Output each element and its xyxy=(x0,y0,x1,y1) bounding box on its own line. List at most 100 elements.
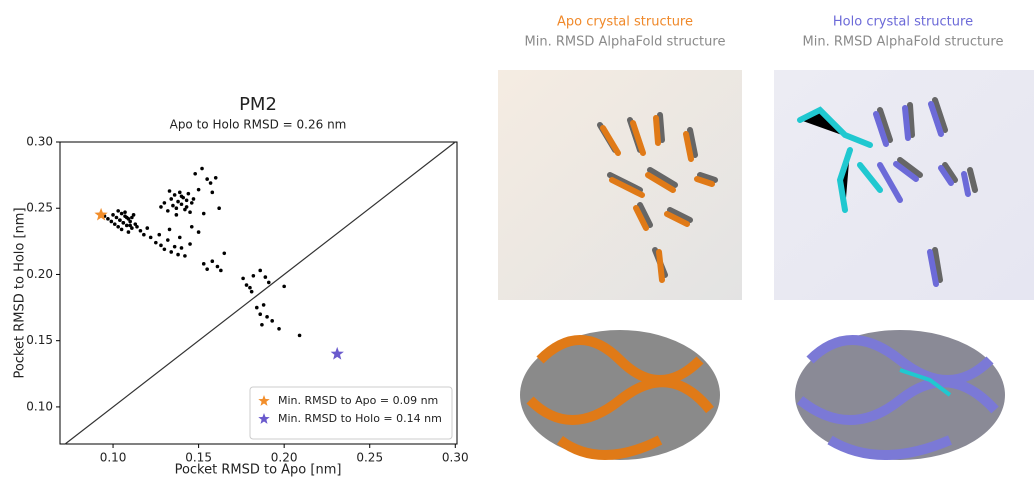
point xyxy=(186,191,191,196)
point xyxy=(128,223,132,228)
point xyxy=(270,319,274,323)
point xyxy=(215,264,220,269)
point xyxy=(111,213,115,217)
point xyxy=(244,283,249,287)
point xyxy=(265,315,269,319)
point xyxy=(179,194,184,199)
legend-marker xyxy=(258,413,270,424)
plot-frame xyxy=(59,141,458,445)
point xyxy=(174,206,179,211)
point xyxy=(213,175,218,180)
point xyxy=(205,177,209,181)
point xyxy=(169,250,174,254)
point xyxy=(145,226,150,230)
point xyxy=(119,227,124,232)
point xyxy=(201,262,206,266)
point xyxy=(179,202,184,207)
point xyxy=(167,189,172,193)
point xyxy=(210,190,215,195)
point xyxy=(162,247,167,252)
point xyxy=(188,242,192,246)
point xyxy=(126,230,131,234)
point xyxy=(210,259,215,264)
point xyxy=(174,213,179,217)
point xyxy=(277,326,281,331)
point xyxy=(121,220,126,225)
point xyxy=(251,273,256,278)
point xyxy=(263,275,268,279)
point xyxy=(109,219,114,224)
point xyxy=(188,210,192,215)
point xyxy=(138,228,143,233)
y-tick-label: 0.10 xyxy=(26,399,53,413)
point xyxy=(166,209,170,213)
point xyxy=(131,213,136,217)
sticks xyxy=(597,97,978,287)
chart-title: PM2 xyxy=(239,94,277,115)
point xyxy=(205,267,209,271)
point xyxy=(124,223,129,228)
point xyxy=(183,254,187,258)
point xyxy=(177,235,182,240)
x-tick-label: 0.25 xyxy=(356,451,383,465)
point xyxy=(183,207,187,212)
point xyxy=(167,227,172,232)
point xyxy=(172,193,177,197)
point xyxy=(254,305,259,310)
legend-label: Min. RMSD to Holo = 0.14 nm xyxy=(278,412,442,425)
point xyxy=(114,215,119,220)
point xyxy=(196,230,201,234)
legend-marker xyxy=(258,395,270,406)
pocket-image xyxy=(774,70,1034,300)
diagonal-line xyxy=(64,141,456,445)
point xyxy=(191,197,196,201)
point xyxy=(128,219,132,224)
panel-subtitle: Min. RMSD AlphaFold structure xyxy=(525,35,726,50)
point xyxy=(200,166,204,171)
point xyxy=(142,232,146,237)
y-tick-label: 0.20 xyxy=(26,267,53,281)
point xyxy=(159,205,163,209)
point xyxy=(169,197,174,201)
point xyxy=(266,280,271,285)
point xyxy=(154,240,158,245)
structure-panels: Apo crystal structure Min. RMSD AlphaFol… xyxy=(498,15,1034,460)
point xyxy=(241,276,245,281)
point xyxy=(184,198,189,203)
legend-box xyxy=(249,386,453,440)
panel-subtitle: Min. RMSD AlphaFold structure xyxy=(803,35,1004,50)
point xyxy=(123,210,127,215)
point xyxy=(222,251,227,256)
point xyxy=(119,211,124,216)
y-tick-label: 0.15 xyxy=(26,333,53,347)
x-tick-label: 0.20 xyxy=(271,451,298,465)
point xyxy=(189,224,194,229)
point xyxy=(219,268,223,273)
point xyxy=(124,215,129,220)
x-axis-label: Pocket RMSD to Apo [nm] xyxy=(175,463,342,478)
point xyxy=(248,285,252,290)
point xyxy=(172,244,177,249)
point xyxy=(106,217,110,221)
y-tick-label: 0.30 xyxy=(26,135,53,149)
panel-title: Apo crystal structure xyxy=(557,15,693,30)
point xyxy=(177,190,182,195)
point xyxy=(193,171,197,176)
point xyxy=(130,215,134,220)
point xyxy=(159,243,163,248)
point xyxy=(179,246,184,250)
legend-label: Min. RMSD to Apo = 0.09 nm xyxy=(278,394,438,407)
point xyxy=(249,289,254,294)
point xyxy=(118,218,122,222)
panel-title: Holo crystal structure xyxy=(833,15,973,30)
point xyxy=(258,312,263,316)
point xyxy=(184,205,189,209)
point xyxy=(258,268,263,273)
point xyxy=(116,209,120,213)
point xyxy=(208,181,213,185)
point xyxy=(196,187,201,192)
point xyxy=(162,201,167,205)
chart-subtitle: Apo to Holo RMSD = 0.26 nm xyxy=(170,118,347,132)
x-tick-label: 0.30 xyxy=(442,451,469,465)
point xyxy=(297,333,302,338)
